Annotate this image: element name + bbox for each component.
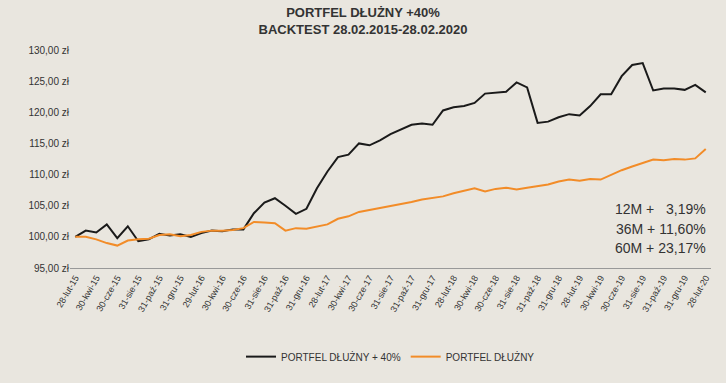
svg-text:31-paź-15: 31-paź-15 xyxy=(136,274,165,314)
svg-text:28-lut-18: 28-lut-18 xyxy=(433,274,459,310)
svg-text:125,00 zł: 125,00 zł xyxy=(28,76,69,87)
svg-text:120,00 zł: 120,00 zł xyxy=(28,107,69,118)
svg-text:30-kwi-17: 30-kwi-17 xyxy=(326,274,354,313)
svg-text:30-kwi-15: 30-kwi-15 xyxy=(74,274,102,313)
svg-text:31-gru-18: 31-gru-18 xyxy=(536,274,564,313)
svg-text:PORTFEL DŁUŻNY: PORTFEL DŁUŻNY xyxy=(446,351,535,363)
svg-text:31-gru-15: 31-gru-15 xyxy=(158,274,186,313)
svg-text:30-cze-18: 30-cze-18 xyxy=(473,274,502,314)
svg-text:PORTFEL DŁUŻNY + 40%: PORTFEL DŁUŻNY + 40% xyxy=(281,351,401,363)
svg-text:115,00 zł: 115,00 zł xyxy=(29,138,70,149)
svg-text:30-kwi-18: 30-kwi-18 xyxy=(452,274,480,313)
svg-text:100,00 zł: 100,00 zł xyxy=(28,231,69,242)
svg-text:30-cze-19: 30-cze-19 xyxy=(599,274,628,314)
svg-text:28-lut-15: 28-lut-15 xyxy=(54,274,80,310)
svg-text:28-lut-19: 28-lut-19 xyxy=(559,274,585,310)
svg-text:PORTFEL DŁUŻNY +40%BACKTEST 28: PORTFEL DŁUŻNY +40%BACKTEST 28.02.2015-2… xyxy=(259,5,468,37)
svg-text:28-lut-20: 28-lut-20 xyxy=(685,274,711,310)
svg-text:31-sie-15: 31-sie-15 xyxy=(117,274,144,312)
svg-text:30-kwi-19: 30-kwi-19 xyxy=(578,274,606,313)
svg-text:29-lut-16: 29-lut-16 xyxy=(181,274,207,310)
svg-text:95,00 zł: 95,00 zł xyxy=(34,263,70,274)
svg-text:105,00 zł: 105,00 zł xyxy=(28,200,69,211)
svg-text:31-paź-19: 31-paź-19 xyxy=(640,274,669,314)
svg-text:31-paź-18: 31-paź-18 xyxy=(514,274,543,314)
svg-text:31-gru-19: 31-gru-19 xyxy=(662,274,690,313)
svg-text:30-cze-17: 30-cze-17 xyxy=(346,274,375,314)
svg-text:31-gru-16: 31-gru-16 xyxy=(284,274,312,313)
svg-text:60M + 23,17%: 60M + 23,17% xyxy=(615,240,706,256)
svg-text:30-cze-16: 30-cze-16 xyxy=(220,274,249,314)
svg-text:30-cze-15: 30-cze-15 xyxy=(94,274,123,314)
svg-text:12M + 3,19%: 12M + 3,19% xyxy=(615,201,706,217)
svg-text:36M + 11,60%: 36M + 11,60% xyxy=(616,221,706,237)
svg-text:31-sie-19: 31-sie-19 xyxy=(621,274,648,312)
svg-text:28-lut-17: 28-lut-17 xyxy=(307,274,333,310)
svg-text:110,00 zł: 110,00 zł xyxy=(29,169,70,180)
svg-text:130,00 zł: 130,00 zł xyxy=(28,45,69,56)
svg-text:31-sie-18: 31-sie-18 xyxy=(495,274,522,312)
svg-text:31-paź-17: 31-paź-17 xyxy=(388,274,417,314)
svg-text:30-kwi-16: 30-kwi-16 xyxy=(200,274,228,313)
svg-text:31-sie-17: 31-sie-17 xyxy=(369,274,396,312)
svg-text:31-paź-16: 31-paź-16 xyxy=(262,274,291,314)
svg-text:31-gru-17: 31-gru-17 xyxy=(410,274,438,313)
svg-text:31-sie-16: 31-sie-16 xyxy=(243,274,270,312)
